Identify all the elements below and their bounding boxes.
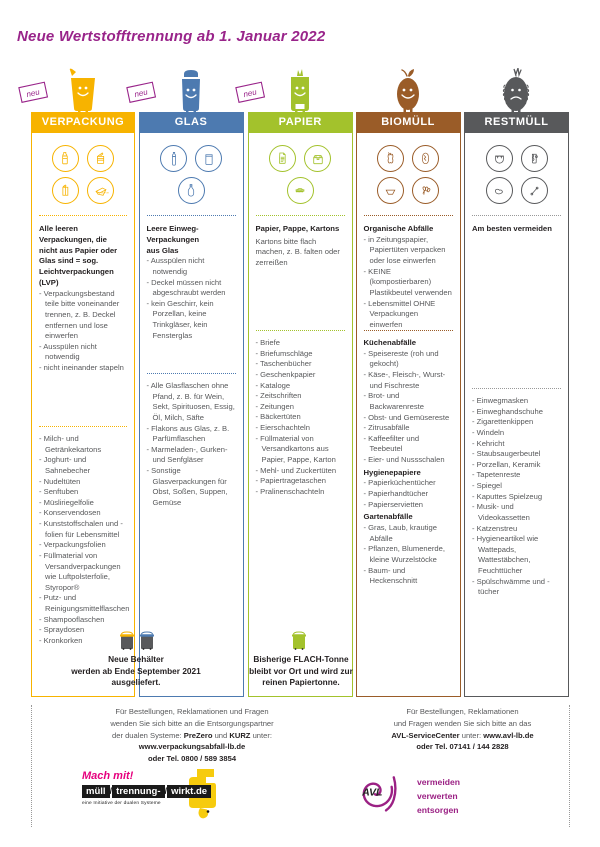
svg-text:AVL: AVL <box>361 787 382 799</box>
svg-text:neu: neu <box>134 87 149 99</box>
svg-text:neu: neu <box>26 87 41 99</box>
svg-text:STYROPOR: STYROPOR <box>98 192 109 194</box>
svg-text:neu: neu <box>243 87 258 99</box>
